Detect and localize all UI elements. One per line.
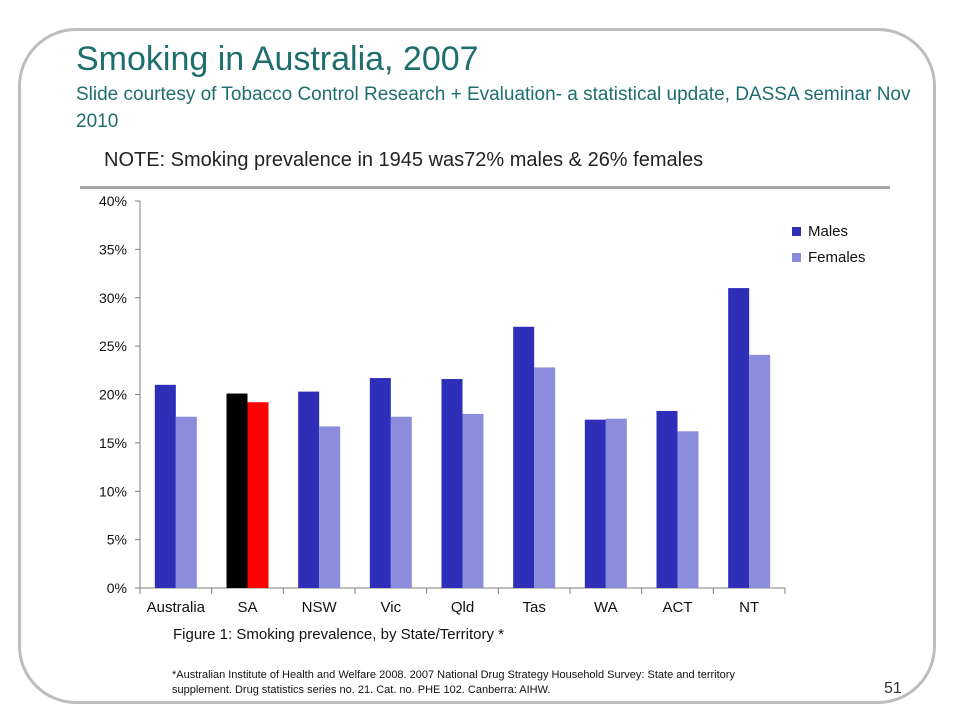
y-tick-label: 35% (99, 241, 127, 257)
prevalence-note: NOTE: Smoking prevalence in 1945 was72% … (104, 149, 704, 171)
source-footnote: *Australian Institute of Health and Welf… (172, 669, 735, 696)
bar-males-nt (728, 288, 750, 588)
bar-females-tas (534, 367, 556, 588)
slide-frame (18, 28, 936, 704)
y-tick-label: 15% (99, 435, 127, 451)
slide-subtitle: Slide courtesy of Tobacco Control Resear… (76, 84, 911, 132)
x-tick-label: Tas (522, 599, 545, 616)
y-tick-label: 5% (107, 532, 127, 548)
x-tick-label: ACT (663, 599, 693, 616)
bar-females-wa (605, 418, 627, 588)
page-number: 51 (884, 680, 902, 697)
bar-males-qld (441, 379, 463, 588)
y-tick-label: 0% (107, 580, 127, 596)
y-tick-label: 10% (99, 483, 127, 499)
legend-label-females: Females (808, 249, 866, 266)
x-tick-label: NSW (302, 599, 338, 616)
y-tick-label: 20% (99, 387, 127, 403)
bar-males-wa (584, 419, 606, 588)
x-tick-label: Australia (147, 599, 206, 616)
bar-males-vic (369, 378, 391, 588)
y-tick-label: 30% (99, 290, 127, 306)
bar-females-nsw (319, 426, 341, 588)
bar-males-sa (226, 393, 248, 588)
y-tick-label: 40% (99, 193, 127, 209)
bar-females-australia (175, 416, 197, 588)
bar-females-vic (390, 416, 412, 588)
bar-males-tas (513, 326, 535, 588)
divider-rule (80, 186, 890, 189)
bar-females-sa (247, 402, 269, 588)
bar-males-nsw (298, 391, 320, 588)
legend-swatch-females (792, 253, 801, 262)
legend-label-males: Males (808, 223, 848, 240)
x-tick-label: SA (237, 599, 257, 616)
bar-females-nt (749, 354, 771, 588)
bar-females-act (677, 431, 699, 588)
x-tick-label: Qld (451, 599, 474, 616)
x-tick-label: NT (739, 599, 759, 616)
x-tick-label: WA (594, 599, 618, 616)
x-tick-label: Vic (381, 599, 402, 616)
bar-males-australia (154, 384, 176, 588)
slide-title: Smoking in Australia, 2007 (76, 40, 479, 78)
bar-females-qld (462, 413, 484, 588)
legend-swatch-males (792, 227, 801, 236)
y-tick-label: 25% (99, 338, 127, 354)
bar-males-act (656, 410, 678, 588)
figure-caption: Figure 1: Smoking prevalence, by State/T… (173, 626, 504, 643)
